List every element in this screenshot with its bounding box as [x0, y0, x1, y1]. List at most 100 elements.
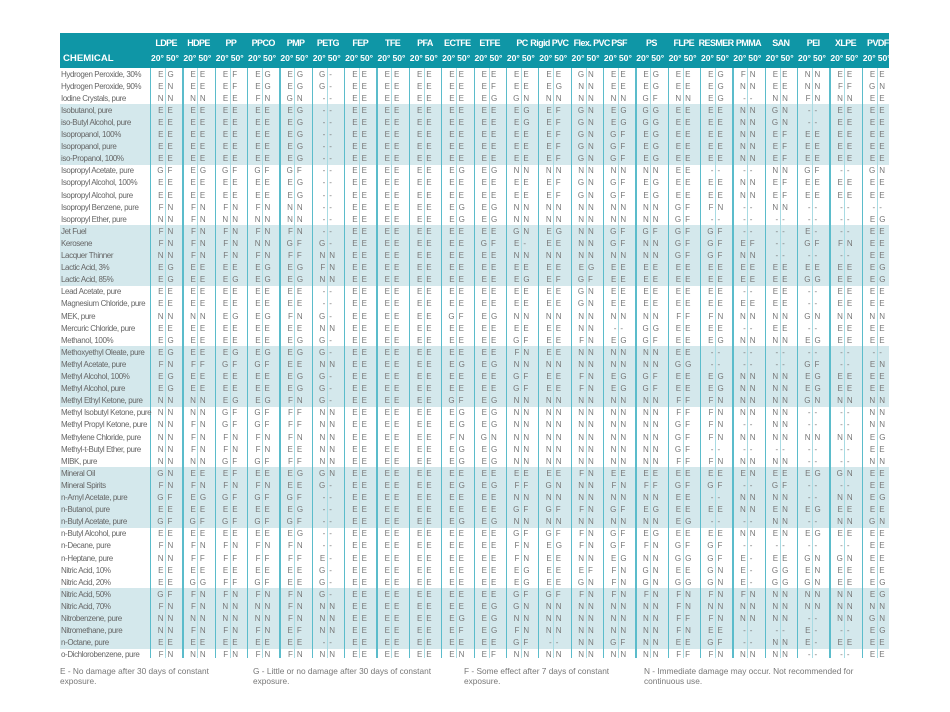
rating-50: E — [782, 553, 788, 563]
rating-50: N — [264, 238, 271, 248]
rating-20: E — [611, 69, 617, 79]
rating-20: E — [869, 493, 876, 502]
rating-20: E — [384, 287, 390, 297]
rating-50: G — [620, 384, 627, 394]
rating-50: N — [199, 456, 206, 466]
rating-20: F — [190, 359, 196, 369]
rating-20: E — [708, 529, 714, 539]
chemical-name: Methyl Alcohol, pure — [61, 384, 126, 394]
rating-20: E — [255, 81, 261, 91]
rating-50: G — [296, 190, 304, 200]
rating-20: G — [319, 565, 326, 575]
rating-50: E — [879, 553, 885, 563]
rating-20: E — [708, 299, 714, 309]
rating-20: N — [804, 69, 811, 79]
rating-50: E — [393, 81, 400, 91]
rating-50: N — [620, 214, 627, 224]
rating-20: E — [449, 142, 455, 152]
rating-50: - — [782, 238, 785, 248]
rating-20: E — [481, 287, 487, 297]
rating-20: F — [643, 541, 649, 551]
rating-20: N — [772, 202, 779, 212]
rating-20: G — [577, 105, 585, 115]
rating-50: N — [329, 614, 336, 623]
rating-50: E — [167, 117, 173, 127]
rating-50: F — [296, 420, 302, 430]
rating-20: N — [287, 214, 293, 224]
rating-20: E — [869, 299, 876, 309]
rating-20: E — [190, 287, 196, 297]
rating-50: E — [361, 529, 367, 539]
rating-20: F — [288, 251, 293, 260]
rating-50: E — [491, 335, 497, 345]
rating-20: E — [611, 105, 617, 115]
temp-divider — [682, 68, 684, 658]
rating-50: N — [620, 626, 627, 636]
rating-20: N — [642, 202, 649, 212]
rating-20: E — [222, 638, 229, 648]
rating-50: E — [393, 311, 400, 321]
rating-20: E — [255, 287, 261, 297]
rating-20: G — [674, 432, 682, 442]
rating-20: F — [514, 626, 520, 636]
rating-20: E — [708, 275, 714, 285]
chemical-name: Isopropyl Alcohol, 100% — [61, 178, 138, 188]
rating-20: N — [254, 214, 261, 224]
rating-50: E — [491, 468, 497, 478]
rating-20: - — [775, 359, 779, 369]
temp-50-header: 50° — [263, 53, 277, 63]
rating-50: N — [846, 601, 853, 611]
rating-50: E — [393, 130, 400, 139]
table-row: iso-Butyl Alcohol, pure E E E E E E E E E G - - E E E E E… — [60, 116, 889, 128]
rating-50: E — [458, 238, 464, 248]
rating-50: F — [652, 480, 658, 490]
rating-50: N — [296, 214, 303, 224]
rating-20: E — [352, 529, 358, 539]
rating-50: F — [264, 493, 270, 502]
rating-20: F — [223, 626, 229, 636]
rating-20: N — [740, 311, 746, 321]
rating-50: E — [199, 505, 206, 515]
rating-20: - — [322, 517, 326, 527]
rating-50: F — [620, 178, 626, 188]
table-row: Methyl-t-Butyl Ether, pure N N F N F N F N E E N N E E… — [60, 443, 889, 455]
rating-50: - — [329, 81, 332, 91]
rating-50: N — [620, 456, 627, 466]
rating-20: E — [837, 287, 843, 297]
rating-20: N — [578, 396, 585, 406]
rating-50: E — [167, 130, 173, 139]
rating-50: N — [523, 251, 530, 260]
rating-50: N — [846, 396, 853, 406]
rating-50: - — [329, 384, 332, 394]
rating-50: E — [393, 614, 400, 623]
rating-20: N — [642, 347, 649, 357]
rating-50: N — [652, 614, 659, 623]
rating-50: N — [588, 420, 594, 430]
rating-50: E — [685, 347, 691, 357]
rating-50: N — [523, 214, 530, 224]
rating-50: N — [749, 117, 756, 127]
rating-20: E — [675, 117, 682, 127]
rating-50: N — [879, 420, 885, 430]
rating-20: E — [546, 565, 552, 575]
rating-50: G — [555, 541, 562, 551]
rating-20: E — [837, 105, 843, 115]
rating-20: F — [288, 456, 293, 466]
rating-20: G — [254, 166, 261, 176]
rating-20: E — [740, 468, 746, 478]
rating-50: E — [814, 190, 820, 200]
rating-50: N — [167, 81, 174, 91]
rating-50: E — [426, 299, 432, 309]
rating-50: N — [264, 480, 271, 490]
rating-20: F — [514, 480, 520, 490]
rating-50: F — [555, 589, 561, 599]
rating-20: F — [190, 238, 196, 248]
rating-50: E — [167, 565, 173, 575]
rating-20: N — [610, 444, 617, 454]
rating-20: - — [840, 359, 843, 369]
rating-20: E — [255, 505, 261, 515]
rating-20: E — [708, 372, 714, 381]
rating-20: E — [772, 190, 779, 200]
column-divider — [279, 68, 281, 658]
rating-50: N — [879, 81, 885, 91]
